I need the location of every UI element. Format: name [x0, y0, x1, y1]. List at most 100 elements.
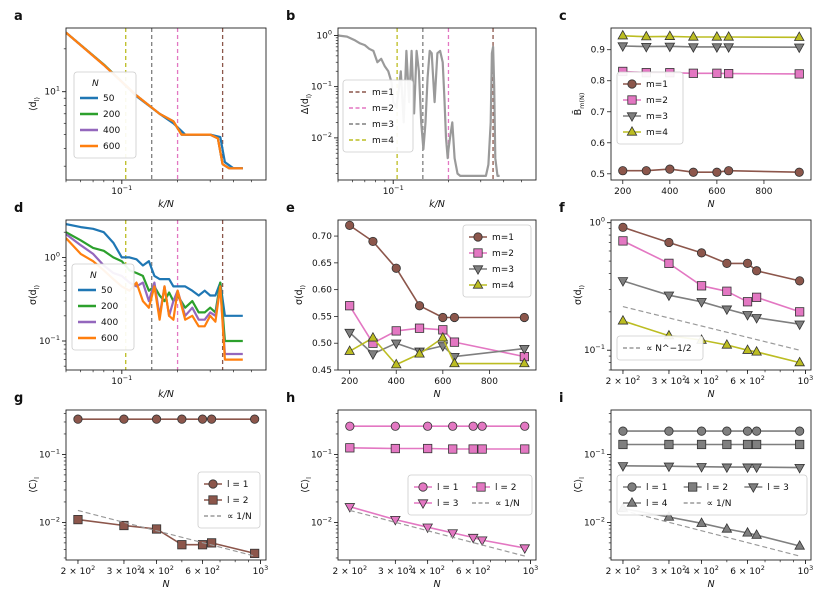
legend-box — [616, 335, 704, 361]
data-point — [422, 523, 434, 534]
data-point — [723, 30, 735, 41]
legend-label: ∝ 1/N — [227, 512, 252, 522]
legend-item: m=3 — [623, 112, 668, 123]
data-point — [617, 29, 629, 40]
plot-area — [344, 220, 530, 369]
legend-item: 50 — [78, 286, 113, 296]
data-point — [477, 444, 487, 454]
data-point — [665, 164, 675, 174]
y-tick-label: 0.60 — [312, 286, 332, 296]
legend-item: l = 3 — [414, 499, 459, 510]
legend: m=1 m=2 m=3 m=4 — [342, 79, 414, 153]
legend-marker — [627, 482, 637, 492]
legend-label: m=1 — [492, 233, 514, 243]
data-point — [518, 357, 530, 368]
data-point — [119, 520, 129, 531]
axes-frame — [610, 409, 812, 561]
y-axis-label: σ(dl) — [28, 285, 41, 305]
data-point — [664, 258, 674, 268]
legend-item: m=1 — [469, 232, 514, 243]
data-point — [519, 544, 531, 555]
y-tick-label: 100 — [44, 250, 60, 263]
x-tick-label: 3 × 102 — [652, 374, 687, 387]
y-axis-label: ⟨C⟩l — [28, 477, 41, 493]
data-point — [391, 263, 401, 273]
legend-item: l = 1 — [414, 482, 459, 493]
data-point — [119, 414, 129, 424]
legend-item: l = 3 — [744, 483, 789, 494]
data-point — [368, 236, 378, 247]
data-point — [794, 463, 806, 474]
legend-marker — [627, 95, 637, 105]
y-axis-label: Δ⟨dl⟩ — [300, 94, 313, 115]
data-point — [663, 511, 675, 521]
data-point — [618, 439, 628, 450]
data-point — [345, 220, 355, 230]
plot-area — [617, 426, 806, 557]
x-tick-label: 4 × 102 — [684, 564, 719, 577]
axes-frame — [65, 27, 267, 181]
series-line — [77, 509, 255, 557]
x-tick-label: 4 × 102 — [684, 374, 719, 387]
x-tick-label: 600 — [708, 187, 725, 197]
data-point — [414, 323, 425, 333]
data-point — [696, 517, 707, 527]
panel-label: h — [286, 391, 295, 406]
data-point — [391, 326, 401, 336]
data-point — [724, 166, 734, 176]
legend-label: m=3 — [372, 120, 394, 130]
legend-item: 50 — [80, 94, 115, 104]
data-point — [344, 345, 356, 355]
panel-label: b — [286, 9, 295, 24]
y-tick-label: 0.6 — [591, 139, 606, 149]
data-point — [250, 548, 260, 559]
data-point — [724, 69, 734, 79]
legend-item: m=1 — [349, 88, 394, 98]
legend-label: 400 — [101, 318, 118, 328]
legend-label: l = 2 — [495, 483, 517, 493]
legend: m=1 m=2 m=3 m=4 — [616, 71, 684, 145]
legend-label: m=4 — [372, 136, 394, 146]
panel-label: a — [14, 9, 23, 24]
legend: l = 1 l = 2 l = 3 ∝ 1/N — [407, 474, 533, 516]
legend-label: m=1 — [646, 80, 668, 90]
data-point — [696, 426, 707, 436]
x-tick-label: 10−1 — [111, 184, 132, 197]
legend-box — [71, 263, 135, 351]
axes-frame — [610, 219, 812, 371]
data-point — [467, 533, 479, 544]
data-point — [617, 462, 629, 472]
legend-label: 50 — [101, 286, 113, 296]
y-tick-label: 100 — [589, 216, 605, 229]
legend-item: m=4 — [349, 136, 394, 146]
x-tick-label: 800 — [755, 187, 772, 197]
legend-item: m=4 — [469, 278, 514, 291]
y-tick-label: 10−2 — [584, 515, 605, 528]
data-point — [795, 307, 805, 317]
data-point — [177, 540, 187, 550]
data-point — [345, 443, 355, 453]
legend-label: ∝ 1/N — [707, 499, 732, 509]
legend-item: 400 — [80, 126, 120, 136]
legend-item: l = 2 — [204, 495, 249, 506]
legend-item: m=3 — [349, 120, 394, 130]
data-point — [711, 30, 723, 41]
data-point — [520, 444, 530, 454]
data-point — [721, 522, 733, 533]
legend-label: l = 1 — [437, 483, 459, 493]
x-tick-label: 2 × 102 — [606, 564, 641, 577]
legend-label: m=3 — [492, 265, 514, 275]
data-point — [390, 358, 402, 369]
legend: N 50 200 400 600 — [73, 71, 137, 159]
legend: l = 1 l = 2 l = 3 l = 4 ∝ 1/N — [616, 474, 808, 516]
data-point — [519, 312, 529, 323]
legend: l = 1 l = 2 ∝ 1/N — [197, 471, 261, 529]
x-axis-label: N — [707, 389, 714, 400]
data-point — [688, 68, 698, 78]
panel-d: 10−1 100 10−1 k/N σ(dl) d N 50 200 400 600 — [14, 201, 267, 400]
legend-item: ∝ 1/N — [204, 512, 252, 522]
panel-label: g — [14, 391, 23, 406]
series-line — [622, 240, 800, 313]
legend-box — [462, 224, 532, 298]
